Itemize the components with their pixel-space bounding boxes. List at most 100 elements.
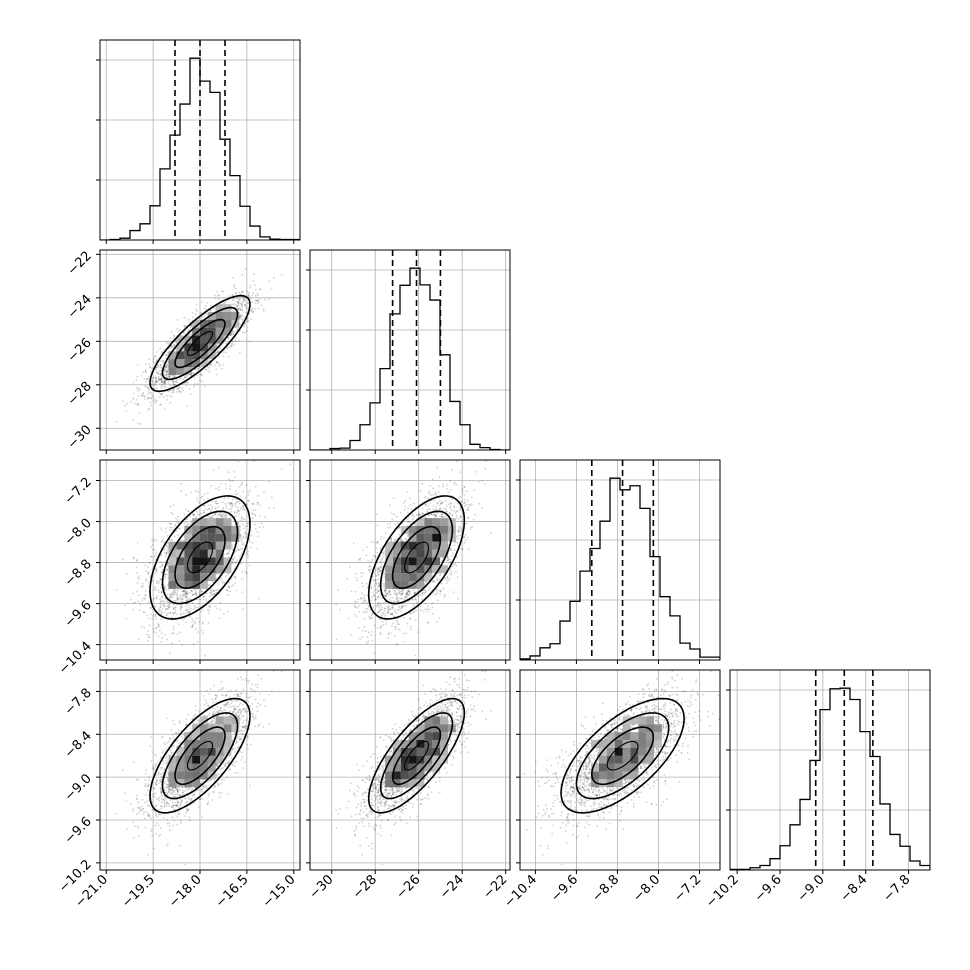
sample-point [241,313,244,316]
sample-point [160,612,163,615]
sample-point [187,599,190,602]
sample-point [184,376,186,379]
sample-point [205,600,208,603]
sample-point [169,376,172,379]
sample-point [159,392,162,395]
sample-point [179,539,182,542]
sample-point [160,378,163,381]
sample-point [195,308,198,311]
density-cell [184,581,193,589]
sample-point [154,632,157,634]
sample-point [165,589,167,591]
sample-point [268,480,271,483]
sample-point [152,377,155,379]
sample-point [232,558,234,561]
sample-point [146,572,149,574]
sample-point [173,593,176,596]
sample-point [216,361,219,364]
sample-point [207,515,210,518]
sample-point [161,600,164,602]
sample-point [147,617,150,620]
sample-point [166,549,169,552]
sample-point [154,605,157,608]
sample-point [212,589,215,592]
sample-point [147,397,150,399]
sample-point [175,599,177,602]
sample-point [179,329,181,332]
sample-point [238,549,241,552]
sample-point [246,533,249,536]
sample-point [218,294,220,297]
sample-point [159,577,162,580]
density-cell [168,557,177,566]
sample-point [185,599,188,602]
sample-point [147,566,149,569]
sample-point [189,604,192,607]
sample-point [183,376,186,379]
sample-point [157,372,160,375]
density-cell [184,343,193,352]
sample-point [156,366,158,369]
sample-point [228,550,231,553]
sample-point [232,560,235,563]
sample-point [231,561,234,564]
sample-point [183,326,186,328]
sample-point [178,390,181,393]
sample-point [219,515,222,517]
sample-point [263,310,265,313]
sample-point [180,482,183,485]
sample-point [200,311,202,314]
sample-point [160,632,163,635]
sample-point [173,376,176,378]
contour-line [174,525,226,590]
sample-point [185,521,188,524]
sample-point [149,606,152,609]
sample-point [174,606,177,609]
sample-point [168,603,170,606]
sample-point [155,371,158,374]
sample-point [184,375,187,378]
sample-point [242,331,245,334]
sample-point [159,364,162,367]
sample-point [176,318,179,321]
sample-point [168,605,171,608]
sample-point [227,337,230,340]
sample-point [153,383,156,386]
sample-point [165,369,167,372]
y-tick-label: −24 [65,292,95,322]
sample-point [216,344,218,347]
sample-point [201,301,204,304]
sample-point [240,308,242,311]
sample-point [160,554,163,557]
sample-point [165,613,168,616]
sample-point [233,515,236,518]
sample-point [231,294,234,297]
sample-point [220,579,223,582]
sample-point [136,571,139,574]
sample-point [181,386,184,389]
sample-point [172,374,174,377]
sample-point [244,331,246,334]
sample-point [193,620,196,623]
sample-point [206,368,208,371]
sample-point [239,314,242,317]
sample-point [136,389,139,392]
sample-point [171,616,173,619]
sample-point [209,591,212,594]
sample-point [241,537,244,540]
sample-point [145,378,148,381]
sample-point [233,511,236,513]
sample-point [198,513,201,516]
sample-point [150,613,152,616]
sample-point [166,398,168,401]
density-cell [223,526,232,534]
sample-point [241,508,244,510]
sample-point [132,381,135,384]
sample-point [237,510,240,513]
sample-point [191,311,194,314]
sample-point [173,612,176,614]
sample-point [181,389,184,392]
sample-point [160,571,163,574]
sample-point [257,597,260,600]
sample-point [169,595,172,598]
